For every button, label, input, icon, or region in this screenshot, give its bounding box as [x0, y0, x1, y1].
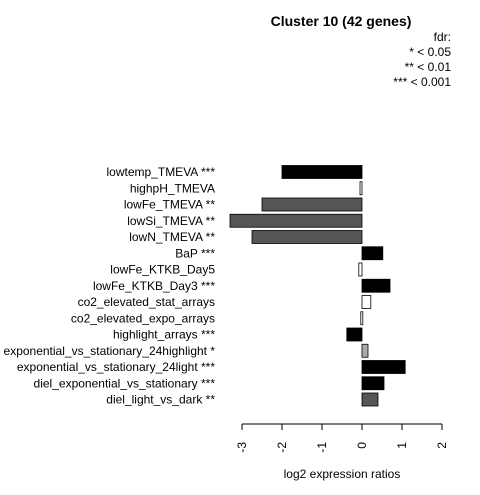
legend-entry: ** < 0.01 [405, 60, 452, 74]
bar [361, 278, 391, 293]
category-label: co2_elevated_expo_arrays [71, 311, 215, 325]
bars [229, 165, 406, 407]
category-label: BaP *** [175, 246, 215, 260]
category-label: exponential_vs_stationary_24highlight * [4, 344, 216, 358]
bar [360, 311, 364, 326]
category-label: lowFe_TMEVA ** [124, 198, 215, 212]
x-tick-label: -1 [315, 442, 329, 453]
category-label: diel_exponential_vs_stationary *** [34, 376, 216, 390]
bar [361, 392, 379, 407]
category-label: exponential_vs_stationary_24light *** [17, 360, 215, 374]
category-label: highpH_TMEVA [130, 181, 215, 195]
category-label: co2_elevated_stat_arrays [78, 295, 215, 309]
category-label: lowFe_KTKB_Day5 [110, 263, 215, 277]
category-label: lowFe_KTKB_Day3 *** [93, 279, 215, 293]
bar [361, 360, 406, 374]
x-tick-label: 0 [355, 442, 369, 449]
category-labels: lowtemp_TMEVA *** highpH_TMEVA lowFe_TMEVA… [4, 165, 216, 407]
x-tick-label: -3 [235, 442, 249, 453]
x-tick-label: 2 [435, 442, 449, 449]
legend: fdr:* < 0.05** < 0.01*** < 0.001 [393, 30, 451, 89]
bar [358, 262, 363, 277]
bar [229, 213, 363, 228]
chart-title: Cluster 10 (42 genes) [271, 13, 412, 29]
x-axis: -3 -2 -1 0 1 2 [235, 423, 449, 453]
bar [359, 181, 363, 196]
x-tick-label: -2 [275, 442, 289, 453]
legend-title: fdr: [434, 30, 451, 44]
category-label: lowSi_TMEVA ** [127, 214, 215, 228]
bar [361, 376, 385, 391]
bar [261, 197, 363, 212]
category-label: lowN_TMEVA ** [129, 230, 215, 244]
category-label: lowtemp_TMEVA *** [107, 165, 216, 179]
bar [251, 230, 363, 244]
category-label: diel_light_vs_dark ** [106, 393, 215, 407]
legend-entry: *** < 0.001 [393, 75, 451, 89]
bar [361, 343, 369, 358]
bar [281, 165, 363, 179]
bar [346, 327, 363, 342]
bar [361, 246, 384, 261]
legend-entry: * < 0.05 [409, 45, 451, 59]
category-label: highlight_arrays *** [113, 328, 215, 342]
x-tick-label: 1 [395, 442, 409, 449]
x-axis-label: log2 expression ratios [284, 467, 401, 481]
bar [361, 295, 372, 309]
